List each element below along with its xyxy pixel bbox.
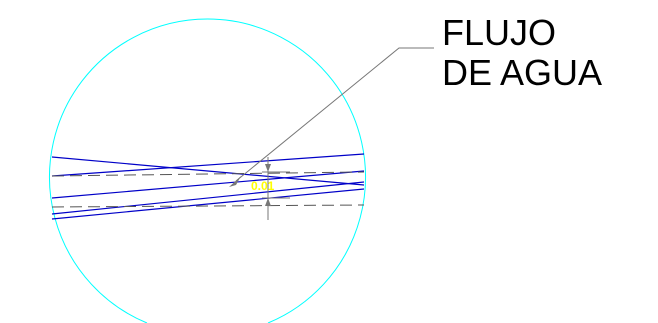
annotation-line-1: FLUJO [442,12,556,53]
dimension-value: 0.01 [251,179,275,193]
pipe-line-upper-a [51,156,365,186]
dimension-arrow-down [265,198,271,206]
pipe-line-upper-b [51,153,365,177]
dimension-arrow-up [265,164,271,172]
leader-arrowhead [229,176,241,187]
pipe-line-bottom-a [51,181,365,215]
centerline-a [51,171,365,177]
centerline-b [51,204,365,208]
pipe-lines [51,153,365,220]
detail-circle [49,18,366,323]
pipe-line-lower-a [51,170,365,199]
annotation-line-2: DE AGUA [442,52,602,93]
pipe-line-lower-b [51,188,365,220]
leader-line [235,47,434,182]
centerlines [51,171,365,208]
